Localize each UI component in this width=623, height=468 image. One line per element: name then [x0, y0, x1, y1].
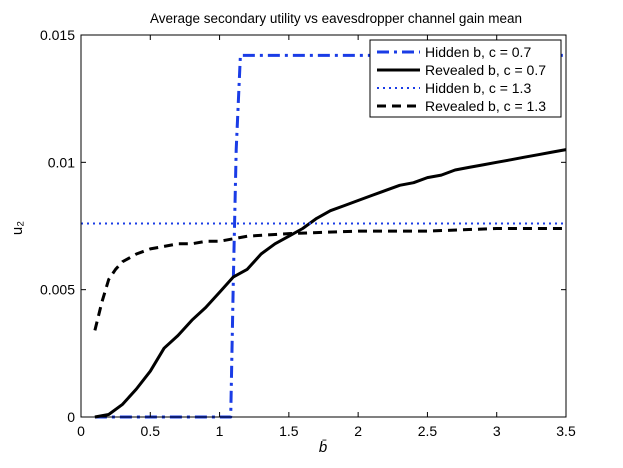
legend-box [369, 39, 562, 118]
x-tick-label: 2 [354, 423, 362, 439]
y-tick-label: 0.005 [40, 282, 75, 298]
x-tick-label: 3 [493, 423, 501, 439]
series-line-2 [94, 148, 567, 419]
x-tick-label: 3.5 [556, 423, 576, 439]
x-tick-label: 0 [77, 423, 85, 439]
x-tick-label: 0.5 [141, 423, 161, 439]
y-tick-label: 0.015 [40, 27, 75, 43]
series-line-4 [93, 227, 566, 331]
x-axis-label: b̄ [319, 439, 328, 456]
x-tick-label: 1 [216, 423, 224, 439]
legend-label-1: Hidden b, c = 0.7 [425, 44, 531, 60]
chart-title: Average secondary utility vs eavesdroppe… [150, 11, 522, 26]
legend-label-4: Revealed b, c = 1.3 [425, 98, 546, 114]
y-axis-label: u₂ [9, 221, 26, 235]
legend-label-2: Revealed b, c = 0.7 [425, 62, 546, 78]
axes-box [80, 34, 567, 418]
y-tick-label: 0.01 [48, 154, 75, 170]
legend: Hidden b, c = 0.7 Revealed b, c = 0.7 Hidd… [369, 39, 562, 118]
x-tick-label: 2.5 [418, 423, 438, 439]
legend-label-3: Hidden b, c = 1.3 [425, 80, 531, 96]
series-layer [81, 53, 567, 419]
legend-entries: Hidden b, c = 0.7 Revealed b, c = 0.7 Hidd… [377, 44, 546, 114]
x-tick-label: 1.5 [279, 423, 299, 439]
ticks-layer: 0 0.5 1 1.5 2 2.5 3 3.5 0 0.005 0.01 0.015 [40, 27, 576, 439]
series-line-1 [94, 53, 566, 419]
y-tick-label: 0 [67, 409, 75, 425]
